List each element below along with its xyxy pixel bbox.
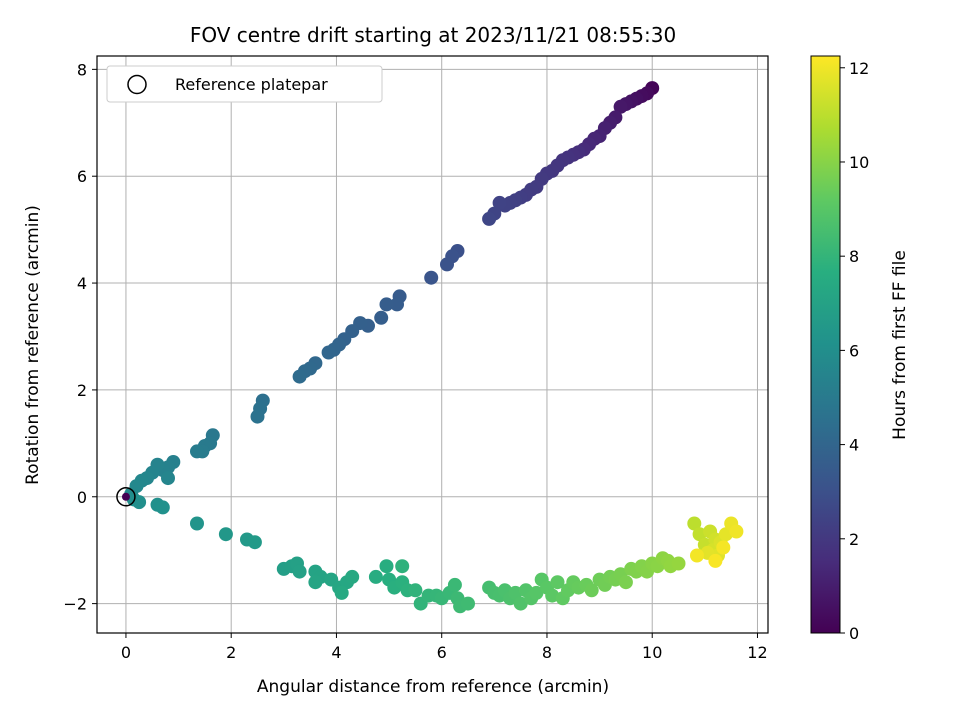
y-axis-label: Rotation from reference (arcmin)	[23, 205, 43, 485]
scatter-point	[218, 527, 233, 542]
scatter-point	[461, 596, 475, 611]
scatter-point	[292, 369, 307, 384]
scatter-point	[161, 471, 175, 486]
x-tick-label: 2	[226, 643, 236, 662]
scatter-point	[447, 577, 462, 592]
scatter-point	[671, 556, 686, 571]
scatter-point	[716, 540, 731, 555]
colorbar-tick-label: 10	[849, 153, 869, 172]
x-tick-label: 12	[747, 643, 767, 662]
colorbar-tick-label: 4	[849, 436, 859, 455]
scatter-point	[247, 535, 262, 550]
scatter-point	[687, 516, 702, 531]
scatter-point	[718, 527, 733, 542]
x-axis: 0 2 4 6 8 10 12	[121, 633, 768, 662]
grid	[97, 56, 768, 633]
legend-box	[106, 65, 383, 103]
scatter-point	[584, 583, 599, 598]
colorbar-gradient	[810, 55, 841, 634]
reference-fill	[121, 492, 130, 501]
legend-marker-reference	[127, 74, 147, 95]
y-tick-label: 6	[77, 167, 87, 186]
scatter-point	[613, 99, 628, 114]
scatter-point	[368, 569, 383, 584]
scatter-point	[250, 409, 265, 424]
scatter-point	[308, 575, 323, 590]
scatter-point	[190, 516, 204, 531]
x-tick-label: 6	[437, 643, 447, 662]
scatter-point	[492, 195, 507, 210]
scatter-point	[440, 257, 454, 272]
scatter-point	[424, 270, 439, 285]
scatter-point	[618, 575, 633, 590]
scatter-point	[708, 553, 723, 568]
scatter-point	[190, 444, 204, 459]
legend: Reference platepar	[106, 65, 383, 103]
colorbar-tick-label: 6	[849, 341, 859, 360]
scatter-point	[529, 585, 544, 600]
scatter-point	[390, 297, 404, 312]
scatter-point	[550, 575, 565, 590]
colorbar-tick-label: 0	[849, 624, 859, 643]
colorbar-ticks: 0 2 4 6 8 10 12	[840, 59, 869, 643]
scatter-point	[379, 559, 394, 574]
x-axis-label: Angular distance from reference (arcmin)	[257, 677, 609, 697]
y-tick-label: −2	[63, 595, 87, 614]
y-axis: −2 0 2 4 6 8	[63, 60, 97, 614]
scatter-point	[132, 495, 147, 510]
scatter-point	[379, 297, 394, 312]
plot-frame	[96, 55, 769, 634]
scatter-point	[321, 345, 336, 360]
scatter-point	[729, 524, 744, 539]
scatter-point	[408, 583, 423, 598]
x-tick-label: 10	[642, 643, 662, 662]
legend-label-reference: Reference platepar	[175, 75, 328, 94]
colorbar-tick-label: 2	[849, 530, 859, 549]
scatter-point	[155, 500, 170, 515]
colorbar-tick-label: 8	[849, 247, 859, 266]
scatter-point	[395, 559, 410, 574]
reference-platepar-marker	[116, 487, 136, 507]
scatter-point	[545, 588, 560, 603]
scatter-point	[692, 527, 707, 542]
scatter-point	[345, 569, 360, 584]
scatter-point	[690, 548, 704, 563]
scatter-point	[374, 310, 389, 325]
colorbar-label: Hours from first FF file	[890, 250, 910, 440]
scatter-point	[334, 585, 349, 600]
scatter-points	[116, 81, 744, 614]
y-tick-label: 0	[77, 488, 87, 507]
chart-title: FOV centre drift starting at 2023/11/21 …	[190, 23, 676, 47]
scatter-point	[292, 564, 307, 579]
scatter-point	[513, 596, 528, 611]
x-tick-label: 4	[331, 643, 341, 662]
x-tick-label: 8	[542, 643, 552, 662]
scatter-point	[508, 585, 523, 600]
y-tick-label: 8	[77, 60, 87, 79]
y-tick-label: 2	[77, 381, 87, 400]
x-tick-label: 0	[121, 643, 131, 662]
colorbar: 0 2 4 6 8 10 12 Hours from first FF file	[810, 55, 910, 643]
colorbar-tick-label: 12	[849, 59, 869, 78]
scatter-point	[482, 211, 497, 226]
y-tick-label: 4	[77, 274, 87, 293]
